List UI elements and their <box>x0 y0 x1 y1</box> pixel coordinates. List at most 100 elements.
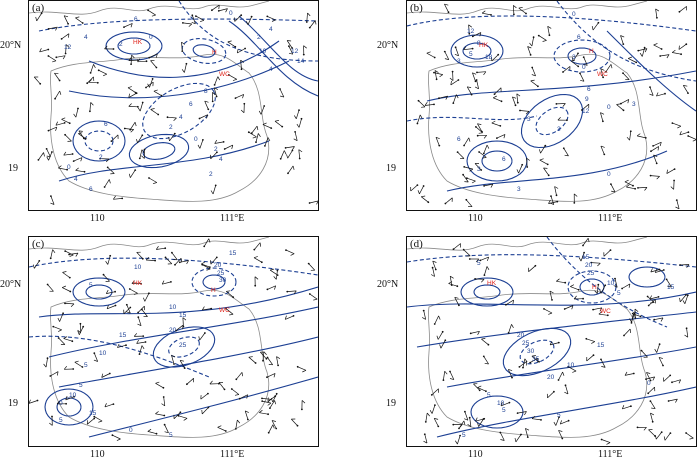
station-dot <box>458 427 460 430</box>
station-dot <box>614 277 616 280</box>
wind-barb-flag <box>483 71 487 76</box>
wind-barb-flag <box>186 260 189 265</box>
wind-barb <box>476 79 479 89</box>
wind-barb <box>437 331 444 340</box>
wind-barb-flag <box>258 133 261 137</box>
panel-b: 0 12 8 5 3 18 6 3 0 6 9 12 3 3 0 3 6 3 6 0 3 HK H WC (b) <box>406 0 697 211</box>
wind-barb <box>508 324 512 334</box>
station-dot <box>114 304 117 307</box>
wind-barb-flag <box>209 380 213 385</box>
station-dot <box>602 120 604 123</box>
wind-barb-flag <box>573 193 578 197</box>
station-dot <box>662 364 664 367</box>
wind-barb <box>526 158 528 168</box>
wind-barb-flag <box>600 68 605 71</box>
contour-value-label: 3 <box>477 166 481 173</box>
wind-barb <box>688 135 696 140</box>
station-dot <box>534 264 537 267</box>
wind-barb <box>117 344 127 348</box>
contour-line-dashed <box>407 115 538 122</box>
wind-barb-flag <box>467 424 472 427</box>
wind-barb-flag <box>141 345 145 350</box>
wind-barb-flag <box>624 179 629 183</box>
station-dot <box>444 202 447 205</box>
contour-value-label: 25 <box>587 270 595 277</box>
station-dot <box>526 436 529 438</box>
wind-barb <box>457 151 465 159</box>
station-dot <box>141 134 144 137</box>
station-dot <box>216 151 218 154</box>
wind-barb-flag <box>104 403 107 408</box>
station-dot <box>531 66 534 69</box>
contour-closed <box>105 31 163 61</box>
station-dot <box>687 135 690 137</box>
wind-barb <box>650 146 659 152</box>
wind-barb <box>264 137 269 147</box>
station-dot <box>483 185 485 187</box>
wind-barb <box>683 85 689 94</box>
wind-barb <box>262 124 272 129</box>
city-label: H <box>592 284 597 291</box>
wind-barb <box>638 48 648 51</box>
wind-barb <box>272 393 278 403</box>
city-label: H <box>212 49 217 56</box>
station-dot <box>620 102 622 105</box>
wind-barb <box>664 432 671 441</box>
wind-barb <box>169 133 176 142</box>
station-dot <box>478 389 481 392</box>
wind-barb <box>146 259 156 261</box>
station-dot <box>154 259 156 262</box>
station-dot <box>634 317 637 319</box>
wind-barb-flag <box>188 23 193 27</box>
contour-value-label: 0 <box>194 136 198 143</box>
contour-value-label: 4 <box>219 156 223 163</box>
wind-barb <box>34 260 40 269</box>
station-dot <box>474 80 477 83</box>
contour-closed <box>202 274 226 290</box>
station-dot <box>478 151 480 153</box>
station-dot <box>685 43 688 46</box>
station-dot <box>673 168 676 171</box>
wind-barb-flag <box>267 137 271 142</box>
wind-barb <box>680 264 690 266</box>
wind-barb <box>33 76 41 85</box>
station-dot <box>46 283 49 286</box>
wind-barb-flag <box>439 74 444 78</box>
contour-value-label: 2 <box>214 146 218 153</box>
panel-c-xlabel-left: 110 <box>90 449 105 460</box>
wind-barb <box>480 256 489 261</box>
wind-barb <box>519 361 527 368</box>
station-dot <box>658 343 661 345</box>
wind-barb <box>58 167 68 171</box>
station-dot <box>630 322 633 324</box>
wind-barb-flag <box>684 334 688 338</box>
contour-value-label: 10 <box>99 350 107 357</box>
station-dot <box>250 15 253 18</box>
wind-barb <box>457 435 461 445</box>
wind-barb-flag <box>131 280 135 284</box>
wind-barb <box>201 407 209 415</box>
station-dot <box>623 334 625 337</box>
station-dot <box>686 294 689 297</box>
wind-barb <box>186 378 194 385</box>
wind-barb <box>417 114 421 124</box>
wind-barb <box>649 86 654 96</box>
station-dot <box>526 166 529 168</box>
wind-barb-flag <box>559 420 562 425</box>
wind-barb <box>481 338 489 345</box>
station-dot <box>438 144 441 147</box>
wind-barb-flag <box>483 135 487 139</box>
wind-barb-flag <box>671 49 676 53</box>
wind-barb <box>123 23 133 28</box>
wind-barb <box>650 400 656 409</box>
contour-value-label: 6 <box>104 121 108 128</box>
wind-barb-flag <box>70 303 75 307</box>
station-dot <box>83 137 85 140</box>
station-dot <box>416 122 419 125</box>
wind-barb <box>287 165 294 174</box>
wind-barb <box>528 265 536 272</box>
station-dot <box>456 151 459 154</box>
wind-barb-flag <box>259 242 262 247</box>
wind-barb <box>531 67 536 77</box>
